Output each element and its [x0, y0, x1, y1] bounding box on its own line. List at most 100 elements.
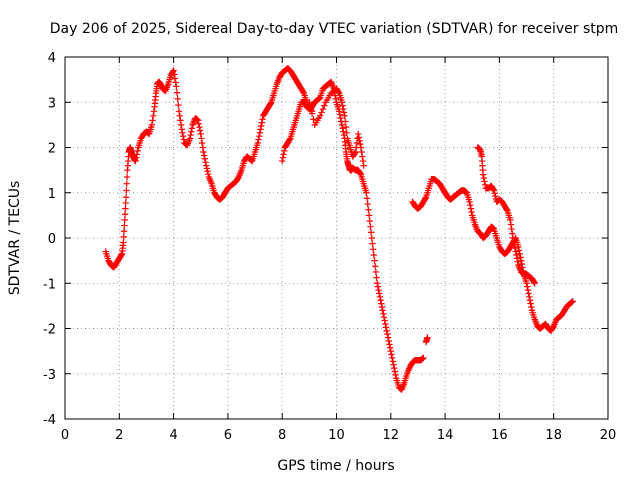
data-point-marker	[467, 205, 475, 212]
data-point-marker	[509, 234, 517, 242]
data-point-marker	[132, 157, 139, 165]
data-point-marker	[512, 248, 519, 255]
data-point-marker	[186, 135, 194, 142]
x-tick-label: 18	[545, 428, 562, 443]
data-point-marker	[121, 216, 128, 224]
data-point-marker	[173, 83, 180, 90]
data-point-marker	[491, 190, 498, 197]
data-point-marker	[382, 320, 389, 328]
data-point-marker	[198, 139, 206, 147]
data-point-marker	[351, 149, 359, 157]
data-point-marker	[267, 100, 274, 107]
data-point-marker	[254, 139, 261, 147]
data-point-marker	[370, 251, 378, 259]
data-point-marker	[357, 144, 365, 151]
data-point-marker	[202, 159, 209, 166]
data-point-marker	[123, 173, 131, 181]
data-point-marker	[384, 334, 392, 341]
chart-title: Day 206 of 2025, Sidereal Day-to-day VTE…	[50, 21, 619, 37]
x-tick-label: 8	[278, 428, 286, 443]
x-tick-label: 2	[115, 428, 123, 443]
data-point-marker	[300, 88, 307, 96]
data-point-marker	[307, 104, 314, 112]
data-point-marker	[357, 170, 364, 177]
data-point-marker	[194, 117, 202, 124]
data-point-marker	[355, 134, 363, 141]
data-point-marker	[363, 195, 371, 202]
data-point-marker	[357, 140, 364, 148]
data-point-marker	[367, 229, 375, 236]
data-point-marker	[319, 105, 327, 113]
data-point-marker	[169, 68, 177, 75]
data-point-marker	[386, 341, 393, 348]
data-point-marker	[120, 228, 128, 235]
data-point-marker	[511, 244, 519, 252]
data-point-marker	[368, 234, 375, 242]
data-point-marker	[339, 102, 346, 109]
data-point-marker	[380, 310, 387, 317]
data-point-marker	[364, 200, 371, 208]
data-point-marker	[524, 286, 532, 294]
data-point-marker	[524, 283, 531, 290]
data-point-marker	[203, 165, 211, 172]
data-point-marker	[196, 127, 204, 134]
data-point-marker	[358, 148, 365, 156]
data-point-marker	[172, 79, 179, 86]
data-point-marker	[321, 102, 328, 109]
data-point-marker	[374, 283, 382, 290]
data-point-marker	[337, 114, 344, 122]
data-point-marker	[180, 136, 187, 143]
y-tick-label: 1	[48, 187, 56, 202]
data-point-marker	[150, 112, 157, 120]
data-point-marker	[530, 278, 538, 286]
data-point-marker	[515, 247, 523, 254]
data-point-marker	[234, 174, 242, 182]
data-point-marker	[170, 67, 177, 74]
data-point-marker	[422, 195, 429, 202]
y-tick-label: 3	[48, 96, 56, 111]
data-point-marker	[317, 112, 324, 120]
data-point-marker	[507, 221, 515, 228]
x-tick-label: 14	[437, 428, 454, 443]
data-point-marker	[122, 199, 129, 207]
data-point-marker	[513, 251, 520, 259]
data-point-marker	[197, 130, 204, 138]
data-point-marker	[359, 157, 367, 165]
data-point-marker	[387, 347, 394, 355]
data-point-marker	[510, 238, 517, 245]
data-point-marker	[549, 324, 557, 331]
data-point-marker	[515, 243, 522, 251]
data-point-marker	[391, 368, 399, 375]
data-point-marker	[526, 293, 533, 301]
data-point-marker	[175, 101, 182, 109]
data-point-marker	[173, 89, 181, 96]
data-point-marker	[279, 157, 286, 165]
data-point-marker	[280, 151, 287, 158]
data-point-marker	[376, 293, 384, 301]
data-point-marker	[148, 121, 156, 129]
data-point-marker	[517, 257, 525, 264]
data-point-marker	[204, 168, 211, 175]
data-point-marker	[513, 255, 521, 262]
data-point-marker	[336, 111, 344, 118]
data-point-marker	[468, 208, 475, 216]
data-point-marker	[569, 298, 576, 305]
data-point-marker	[341, 112, 348, 120]
data-point-marker	[503, 206, 511, 213]
data-point-marker	[179, 129, 186, 136]
data-point-marker	[121, 211, 129, 218]
data-point-marker	[177, 117, 184, 124]
data-point-marker	[363, 189, 370, 196]
data-point-marker	[178, 126, 185, 133]
data-point-marker	[332, 95, 340, 103]
data-point-marker	[150, 108, 158, 115]
data-point-marker	[527, 300, 534, 307]
data-point-marker	[466, 198, 473, 205]
data-point-marker	[509, 230, 516, 237]
data-point-marker	[385, 337, 392, 345]
data-point-marker	[201, 155, 209, 163]
data-point-marker	[342, 118, 349, 125]
data-point-marker	[257, 126, 264, 133]
